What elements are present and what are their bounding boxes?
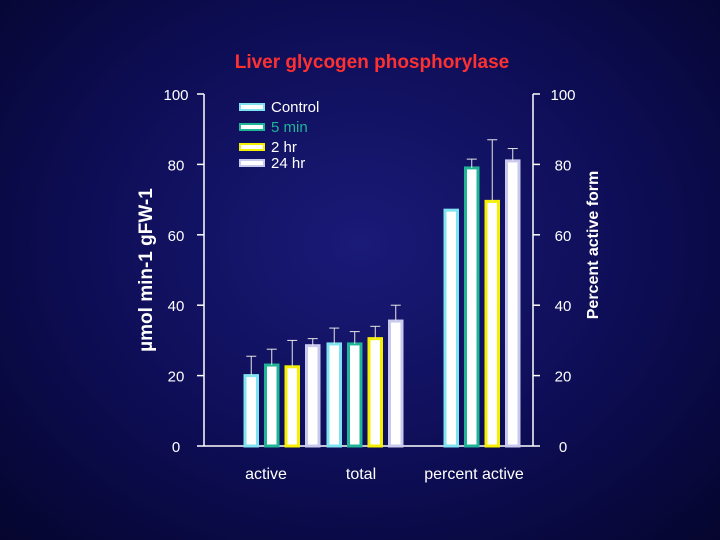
right-tick-label: 20 (555, 369, 572, 386)
bar (264, 363, 280, 448)
right-tick-label: 80 (555, 157, 572, 174)
bar (443, 208, 459, 448)
legend-swatch (239, 123, 265, 131)
legend-label: 2 hr (271, 139, 297, 156)
left-y-axis: 0 20 40 60 80 100 (163, 87, 205, 456)
bar (484, 199, 500, 448)
legend-swatch (239, 103, 265, 111)
bar (347, 342, 363, 448)
right-y-axis: 0 20 40 60 80 100 (532, 87, 576, 456)
left-tick-label: 20 (168, 369, 185, 386)
right-tick-label: 100 (550, 87, 575, 104)
legend-swatch (239, 159, 265, 167)
right-tick-label: 0 (559, 439, 567, 456)
bar (326, 342, 342, 448)
left-tick-label: 100 (163, 87, 188, 104)
bar (505, 159, 521, 448)
x-tick-labels: active total percent active (245, 466, 524, 483)
left-tick-label: 80 (168, 157, 185, 174)
right-tick-label: 40 (555, 298, 572, 315)
left-tick-label: 0 (172, 439, 180, 456)
left-tick-label: 40 (168, 298, 185, 315)
legend-swatch (239, 143, 265, 151)
bar (243, 374, 259, 448)
legend-label: 5 min (271, 119, 308, 136)
bar (305, 344, 321, 448)
left-tick-label: 60 (168, 228, 185, 245)
right-y-axis-label: Percent active form (585, 171, 602, 320)
bars-group (243, 139, 521, 448)
bar (367, 337, 383, 448)
right-tick-label: 60 (555, 228, 572, 245)
bar (464, 166, 480, 448)
legend-label: 24 hr (271, 155, 305, 172)
bar (284, 365, 300, 448)
x-tick-label: active (245, 466, 287, 483)
legend-label: Control (271, 99, 319, 116)
bar (388, 319, 404, 448)
x-tick-label: percent active (424, 466, 524, 483)
chart-title: Liver glycogen phosphorylase (235, 52, 510, 73)
left-y-axis-label: µmol min-1 gFW-1 (136, 188, 157, 352)
x-tick-label: total (346, 466, 376, 483)
